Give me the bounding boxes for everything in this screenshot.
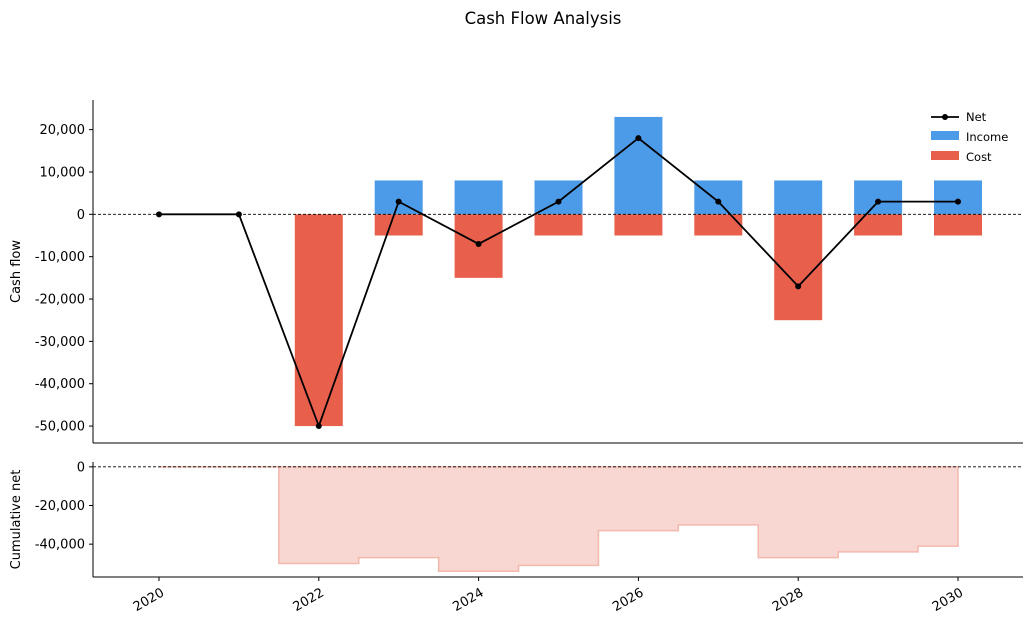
cost-bar-2027 (694, 214, 743, 236)
income-bar-2029 (854, 180, 903, 215)
top-y-tick-label: -50,000 (35, 420, 85, 435)
top-y-tick-label: -40,000 (35, 377, 85, 392)
income-bar-2028 (774, 180, 823, 215)
bottom-y-tick-label: -20,000 (35, 499, 85, 514)
income-bar-2026 (614, 116, 663, 215)
legend: Net Income Cost (931, 110, 1008, 164)
chart-title: Cash Flow Analysis (465, 9, 622, 28)
legend-income-label: Income (966, 130, 1008, 144)
legend-net-label: Net (966, 110, 987, 124)
cost-bar-2023 (374, 214, 423, 236)
x-tick-label: 2026 (610, 585, 646, 615)
net-point-2020 (156, 211, 162, 218)
legend-cost-label: Cost (966, 150, 992, 164)
income-bar-2025 (534, 180, 583, 215)
net-point-2023 (395, 198, 402, 205)
bottom-y-ticks: 0 -20,000 -40,000 (35, 460, 93, 553)
cost-bar-2022 (294, 214, 343, 427)
top-y-tick-label: 10,000 (40, 165, 86, 180)
legend-cost-swatch (931, 151, 959, 160)
top-y-tick-label: -10,000 (35, 250, 85, 265)
legend-income-swatch (931, 131, 959, 140)
cost-bar-2029 (854, 214, 903, 236)
net-point-2028 (795, 283, 802, 290)
net-point-2026 (635, 135, 642, 142)
income-bar-2027 (694, 180, 743, 215)
top-y-tick-label: 0 (77, 208, 85, 223)
x-tick-label: 2030 (930, 585, 966, 615)
legend-net-marker (942, 114, 948, 120)
cost-bar-2028 (774, 214, 823, 321)
cost-bar-2030 (934, 214, 982, 236)
net-series (156, 135, 961, 430)
bottom-panel: 0 -20,000 -40,000 Cumulative net (9, 460, 1023, 578)
net-point-2029 (875, 198, 882, 205)
top-y-tick-label: -20,000 (35, 293, 85, 308)
cost-bar-2025 (534, 214, 583, 236)
x-tick-label: 2028 (770, 585, 806, 615)
bottom-y-tick-label: -40,000 (35, 538, 85, 553)
cost-bar-2026 (614, 214, 663, 236)
x-axis: 2020 2022 2024 2026 2028 2030 (131, 577, 966, 615)
top-y-axis-label: Cash flow (9, 240, 24, 303)
bottom-y-axis-label: Cumulative net (9, 470, 24, 570)
bottom-y-tick-label: 0 (77, 460, 85, 475)
top-bars (294, 116, 982, 427)
net-point-2024 (475, 240, 482, 247)
net-point-2030 (955, 198, 961, 205)
income-bar-2023 (374, 180, 423, 215)
x-tick-label: 2024 (450, 585, 486, 615)
x-tick-label: 2020 (131, 585, 167, 615)
top-y-ticks: 20,000 10,000 0 -10,000 -20,000 -30,000 -40,00… (35, 123, 93, 435)
net-point-2021 (235, 211, 242, 218)
cumulative-area (159, 466, 959, 572)
net-point-2027 (715, 198, 722, 205)
x-tick-label: 2022 (291, 585, 327, 615)
net-point-2025 (555, 198, 562, 205)
income-bar-2024 (454, 180, 503, 215)
income-bar-2030 (934, 180, 982, 215)
top-panel: 20,000 10,000 0 -10,000 -20,000 -30,000 -40,00… (9, 100, 1023, 444)
net-point-2022 (315, 423, 322, 430)
top-y-tick-label: 20,000 (40, 123, 86, 138)
top-y-tick-label: -30,000 (35, 335, 85, 350)
